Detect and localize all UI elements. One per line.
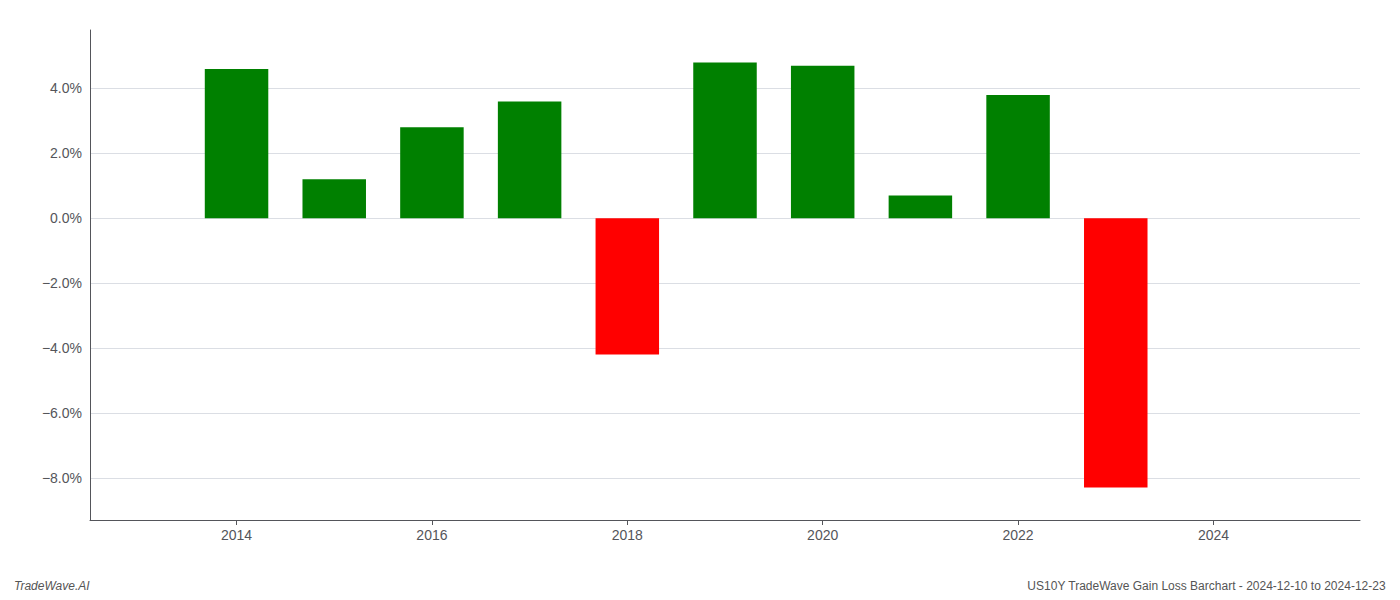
svg-text:−4.0%: −4.0%: [42, 340, 82, 356]
svg-text:TradeWave.AI: TradeWave.AI: [14, 579, 90, 593]
svg-text:−6.0%: −6.0%: [42, 405, 82, 421]
svg-text:4.0%: 4.0%: [50, 80, 82, 96]
svg-text:−2.0%: −2.0%: [42, 275, 82, 291]
svg-text:2020: 2020: [807, 527, 838, 543]
svg-text:2024: 2024: [1198, 527, 1229, 543]
svg-text:US10Y TradeWave Gain Loss Barc: US10Y TradeWave Gain Loss Barchart - 202…: [1027, 579, 1386, 593]
svg-text:2016: 2016: [416, 527, 447, 543]
svg-text:2018: 2018: [612, 527, 643, 543]
svg-text:0.0%: 0.0%: [50, 210, 82, 226]
svg-text:2022: 2022: [1002, 527, 1033, 543]
svg-text:2.0%: 2.0%: [50, 145, 82, 161]
svg-text:2014: 2014: [221, 527, 252, 543]
svg-text:−8.0%: −8.0%: [42, 470, 82, 486]
